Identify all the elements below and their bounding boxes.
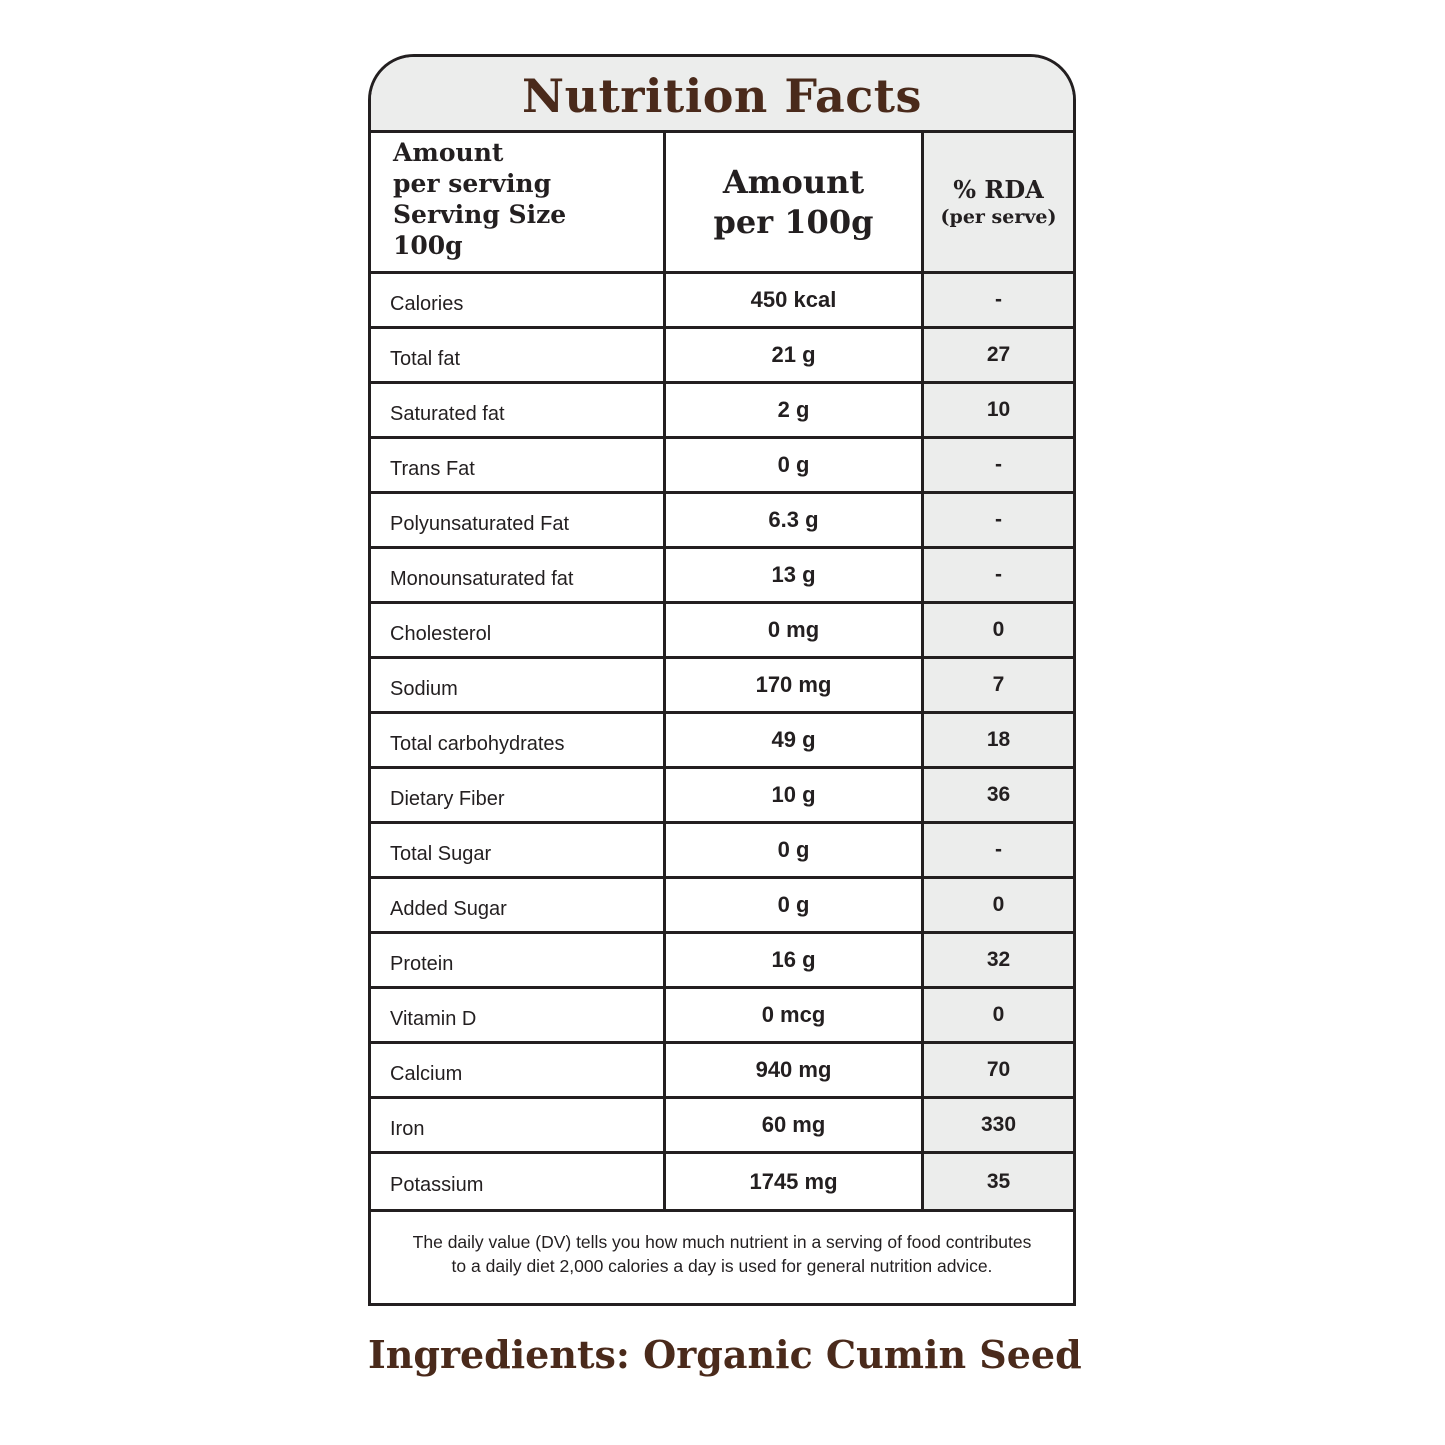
nutrient-amount: 21 g <box>666 329 924 384</box>
nutrient-name: Dietary Fiber <box>371 769 666 824</box>
footnote-line: to a daily diet 2,000 calories a day is … <box>451 1256 993 1276</box>
nutrition-label: Nutrition Facts Amount per serving Servi… <box>368 54 1076 1306</box>
nutrient-rda: - <box>924 824 1073 879</box>
nutrient-rda: 35 <box>924 1154 1073 1212</box>
nutrient-amount: 1745 mg <box>666 1154 924 1212</box>
header-line: Amount <box>722 163 865 201</box>
footnote-line: The daily value (DV) tells you how much … <box>412 1232 1032 1252</box>
nutrient-rda: - <box>924 549 1073 604</box>
nutrient-name: Potassium <box>371 1154 666 1212</box>
header-line: Serving Size <box>393 200 567 229</box>
nutrient-amount: 0 g <box>666 879 924 934</box>
header-serving-info: Amount per serving Serving Size 100g <box>371 133 666 274</box>
nutrient-name: Saturated fat <box>371 384 666 439</box>
header-line: per serving <box>393 169 552 198</box>
nutrient-amount: 940 mg <box>666 1044 924 1099</box>
header-rda-title: % RDA <box>953 175 1044 204</box>
header-rda: % RDA (per serve) <box>924 133 1073 274</box>
nutrient-name: Sodium <box>371 659 666 714</box>
nutrient-name: Calories <box>371 274 666 329</box>
nutrient-amount: 49 g <box>666 714 924 769</box>
nutrient-name: Protein <box>371 934 666 989</box>
footnote: The daily value (DV) tells you how much … <box>371 1212 1073 1278</box>
header-line: Amount <box>393 138 504 167</box>
nutrient-rda: - <box>924 494 1073 549</box>
nutrient-rda: 0 <box>924 879 1073 934</box>
nutrient-amount: 0 mg <box>666 604 924 659</box>
nutrient-rda: 10 <box>924 384 1073 439</box>
nutrient-rda: 0 <box>924 989 1073 1044</box>
nutrient-name: Added Sugar <box>371 879 666 934</box>
nutrition-table: Amount per serving Serving Size 100g Amo… <box>371 133 1073 1212</box>
nutrient-amount: 10 g <box>666 769 924 824</box>
nutrient-name: Monounsaturated fat <box>371 549 666 604</box>
nutrient-amount: 6.3 g <box>666 494 924 549</box>
header-amount: Amount per 100g <box>666 133 924 274</box>
nutrient-amount: 0 g <box>666 824 924 879</box>
nutrient-rda: 7 <box>924 659 1073 714</box>
nutrient-rda: - <box>924 274 1073 329</box>
nutrient-amount: 450 kcal <box>666 274 924 329</box>
header-rda-subtitle: (per serve) <box>940 206 1057 228</box>
nutrient-amount: 2 g <box>666 384 924 439</box>
nutrient-rda: - <box>924 439 1073 494</box>
nutrient-amount: 170 mg <box>666 659 924 714</box>
nutrient-amount: 0 mcg <box>666 989 924 1044</box>
nutrient-rda: 32 <box>924 934 1073 989</box>
nutrient-name: Total fat <box>371 329 666 384</box>
nutrient-name: Total carbohydrates <box>371 714 666 769</box>
nutrient-name: Cholesterol <box>371 604 666 659</box>
nutrient-name: Total Sugar <box>371 824 666 879</box>
nutrient-name: Vitamin D <box>371 989 666 1044</box>
nutrient-rda: 330 <box>924 1099 1073 1154</box>
title-bar: Nutrition Facts <box>371 57 1073 133</box>
nutrient-name: Iron <box>371 1099 666 1154</box>
page-title: Nutrition Facts <box>522 68 922 123</box>
nutrient-amount: 13 g <box>666 549 924 604</box>
nutrient-rda: 27 <box>924 329 1073 384</box>
nutrient-name: Calcium <box>371 1044 666 1099</box>
nutrient-rda: 36 <box>924 769 1073 824</box>
nutrient-rda: 70 <box>924 1044 1073 1099</box>
nutrient-name: Trans Fat <box>371 439 666 494</box>
nutrient-name: Polyunsaturated Fat <box>371 494 666 549</box>
header-line: 100g <box>393 231 463 260</box>
nutrient-amount: 0 g <box>666 439 924 494</box>
nutrient-amount: 16 g <box>666 934 924 989</box>
header-line: per 100g <box>713 203 874 241</box>
nutrient-rda: 18 <box>924 714 1073 769</box>
ingredients-line: Ingredients: Organic Cumin Seed <box>368 1332 1082 1377</box>
nutrient-amount: 60 mg <box>666 1099 924 1154</box>
nutrient-rda: 0 <box>924 604 1073 659</box>
